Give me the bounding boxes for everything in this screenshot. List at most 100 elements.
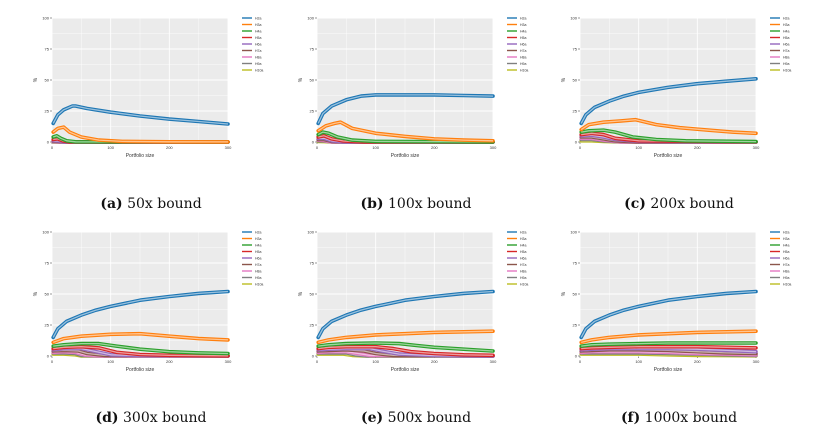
x-tick-label: 200 <box>694 359 701 364</box>
legend-label-H9a: H9a <box>783 62 789 66</box>
caption-b: (b) 100x bound <box>285 196 547 212</box>
caption-c: (c) 200x bound <box>548 196 810 212</box>
y-tick-label: 50 <box>573 77 578 82</box>
legend-label-H2a: H2a <box>783 16 789 20</box>
caption-title: 300x bound <box>123 410 206 426</box>
x-tick-label: 300 <box>225 359 232 364</box>
caption-label: (c) <box>624 196 646 212</box>
y-tick-label: 50 <box>573 291 578 296</box>
caption-label: (b) <box>361 196 384 212</box>
legend-label-H4a: H4a <box>520 243 526 247</box>
y-tick-label: 75 <box>573 46 578 51</box>
legend-label-H8a: H8a <box>783 269 789 273</box>
y-axis-label: % <box>298 77 304 82</box>
caption-a: (a) 50x bound <box>20 196 282 212</box>
legend-label-H10a: H10a <box>783 68 791 72</box>
x-axis-label: Portfolio size <box>391 153 420 159</box>
legend-label-H6a: H6a <box>520 42 526 46</box>
legend-label-H9a: H9a <box>255 276 261 280</box>
caption-label: (a) <box>100 196 122 212</box>
y-axis-label: % <box>33 77 39 82</box>
legend-label-H4a: H4a <box>520 29 526 33</box>
y-tick-label: 0 <box>575 139 578 144</box>
legend-label-H7a: H7a <box>520 49 526 53</box>
legend-label-H9a: H9a <box>520 62 526 66</box>
x-tick-label: 100 <box>372 145 379 150</box>
legend-label-H5a: H5a <box>255 250 261 254</box>
x-tick-label: 200 <box>166 145 173 150</box>
y-tick-label: 100 <box>307 229 314 234</box>
legend-label-H6a: H6a <box>783 42 789 46</box>
y-tick-label: 75 <box>310 260 315 265</box>
x-axis-label: Portfolio size <box>654 153 683 159</box>
y-tick-label: 0 <box>47 353 50 358</box>
y-axis-label: % <box>561 291 567 296</box>
legend-label-H10a: H10a <box>255 282 263 286</box>
y-tick-label: 75 <box>310 46 315 51</box>
legend-label-H10a: H10a <box>520 68 528 72</box>
legend-label-H3a: H3a <box>783 237 789 241</box>
legend-label-H8a: H8a <box>783 55 789 59</box>
legend-label-H9a: H9a <box>783 276 789 280</box>
legend-label-H9a: H9a <box>520 276 526 280</box>
legend-label-H2a: H2a <box>520 16 526 20</box>
x-tick-label: 200 <box>166 359 173 364</box>
y-tick-label: 75 <box>573 260 578 265</box>
y-tick-label: 25 <box>573 322 578 327</box>
legend-label-H7a: H7a <box>520 263 526 267</box>
legend-label-H3a: H3a <box>255 237 261 241</box>
legend-label-H9a: H9a <box>255 62 261 66</box>
y-tick-label: 0 <box>47 139 50 144</box>
legend-label-H3a: H3a <box>520 23 526 27</box>
legend-label-H7a: H7a <box>783 49 789 53</box>
y-axis-label: % <box>561 77 567 82</box>
y-tick-label: 0 <box>312 139 315 144</box>
x-axis-label: Portfolio size <box>654 367 683 373</box>
x-tick-label: 300 <box>490 145 497 150</box>
legend-label-H4a: H4a <box>783 29 789 33</box>
y-tick-label: 75 <box>45 46 50 51</box>
x-tick-label: 200 <box>431 145 438 150</box>
y-tick-label: 100 <box>307 15 314 20</box>
legend-label-H5a: H5a <box>520 36 526 40</box>
x-tick-label: 300 <box>753 145 760 150</box>
legend-label-H3a: H3a <box>255 23 261 27</box>
y-tick-label: 50 <box>45 291 50 296</box>
x-tick-label: 300 <box>225 145 232 150</box>
y-tick-label: 100 <box>42 15 49 20</box>
legend-label-H3a: H3a <box>783 23 789 27</box>
legend-label-H3a: H3a <box>520 237 526 241</box>
legend-label-H8a: H8a <box>255 55 261 59</box>
y-tick-label: 25 <box>45 108 50 113</box>
legend-label-H2a: H2a <box>255 230 261 234</box>
legend-label-H2a: H2a <box>783 230 789 234</box>
caption-label: (e) <box>361 410 383 426</box>
y-tick-label: 50 <box>310 77 315 82</box>
legend-label-H8a: H8a <box>520 55 526 59</box>
x-tick-label: 100 <box>635 145 642 150</box>
legend-label-H10a: H10a <box>520 282 528 286</box>
y-axis-label: % <box>33 291 39 296</box>
legend-label-H10a: H10a <box>783 282 791 286</box>
y-tick-label: 100 <box>42 229 49 234</box>
legend-label-H6a: H6a <box>255 42 261 46</box>
caption-f: (f) 1000x bound <box>548 410 810 426</box>
legend-label-H2a: H2a <box>255 16 261 20</box>
caption-title: 50x bound <box>127 196 202 212</box>
y-tick-label: 100 <box>570 229 577 234</box>
x-tick-label: 0 <box>316 145 319 150</box>
y-tick-label: 0 <box>575 353 578 358</box>
y-tick-label: 100 <box>570 15 577 20</box>
legend-label-H6a: H6a <box>255 256 261 260</box>
x-tick-label: 100 <box>107 359 114 364</box>
y-tick-label: 50 <box>310 291 315 296</box>
